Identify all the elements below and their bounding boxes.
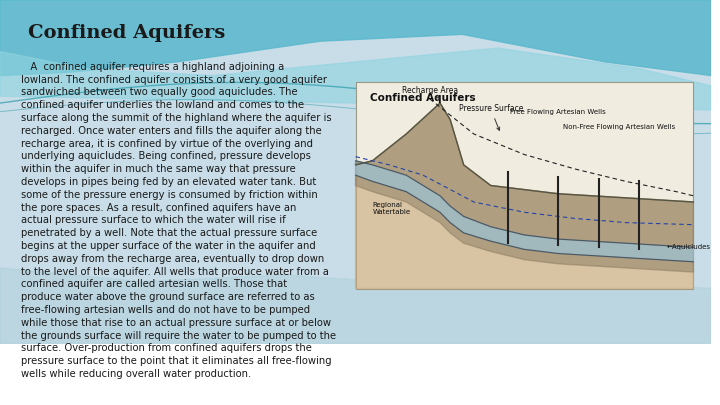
Text: Free Flowing Artesian Wells: Free Flowing Artesian Wells [510,109,606,115]
Polygon shape [0,0,711,76]
Text: Pressure Surface: Pressure Surface [459,104,523,130]
Text: ←Aquicludes: ←Aquicludes [666,244,711,250]
FancyBboxPatch shape [356,83,693,288]
Polygon shape [356,175,693,272]
Polygon shape [0,48,711,110]
Text: A  confined aquifer requires a highland adjoining a
lowland. The confined aquife: A confined aquifer requires a highland a… [22,62,336,379]
Polygon shape [356,161,693,262]
Polygon shape [356,103,693,247]
Text: Confined Aquifers: Confined Aquifers [29,24,225,42]
Text: Confined Aquifers: Confined Aquifers [370,93,475,103]
Text: Recharge Area: Recharge Area [402,86,458,98]
Text: Regional
Watertable: Regional Watertable [372,202,410,215]
Polygon shape [0,268,711,343]
Text: Non-Free Flowing Artesian Wells: Non-Free Flowing Artesian Wells [563,124,675,130]
Polygon shape [356,103,693,288]
